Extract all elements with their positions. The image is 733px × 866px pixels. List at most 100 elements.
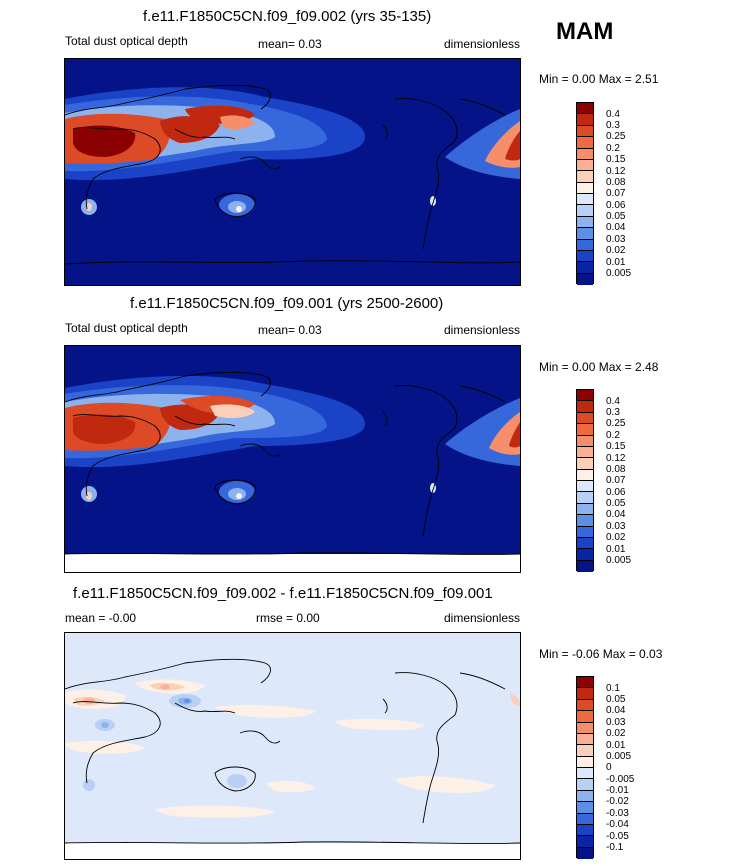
colorbar-swatch <box>577 847 593 859</box>
colorbar-tick-label: 0.2 <box>606 142 620 154</box>
colorbar-swatch <box>577 159 593 172</box>
colorbar-tick-label: 0.07 <box>606 475 626 487</box>
colorbar-tick-label: 0.06 <box>606 486 626 498</box>
colorbar-swatch <box>577 560 593 572</box>
colorbar-tick-label: -0.02 <box>606 796 629 808</box>
panel-2-source-sahara-core <box>73 414 136 444</box>
colorbar-tick-label: 0.02 <box>606 532 626 544</box>
colorbar-tick-label: 0.25 <box>606 131 626 143</box>
colorbar-swatch <box>577 688 593 700</box>
colorbar-tick-label: 0.4 <box>606 395 620 407</box>
colorbar-tick-label: 0.05 <box>606 211 626 223</box>
colorbar-tick-label: 0.2 <box>606 429 620 441</box>
colorbar-tick-label: 0.07 <box>606 188 626 200</box>
colorbar-swatch <box>577 182 593 194</box>
colorbar-tick-label: 0.06 <box>606 199 626 211</box>
colorbar-tick-label: 0.04 <box>606 222 626 234</box>
panel-3-map-svg <box>65 633 520 859</box>
colorbar-tick-label: 0.12 <box>606 452 626 464</box>
panel-2-mean-label: mean= 0.03 <box>258 323 322 337</box>
colorbar-swatch <box>577 125 593 138</box>
panel-1-map <box>64 58 521 286</box>
colorbar-swatch <box>577 469 593 481</box>
colorbar-tick-label: 0.03 <box>606 233 626 245</box>
panel-3-missing-antarctica <box>65 843 520 859</box>
colorbar-tick-label: 0.15 <box>606 154 626 166</box>
colorbar-swatch <box>577 549 593 561</box>
colorbar-swatch <box>577 503 593 516</box>
panel-2-source-gobi <box>210 404 255 419</box>
colorbar-swatch <box>577 756 593 768</box>
colorbar-swatch <box>577 137 593 149</box>
colorbar-swatch <box>577 677 593 689</box>
colorbar-tick-label: 0.05 <box>606 694 626 706</box>
colorbar-swatch <box>577 171 593 183</box>
colorbar-tick-label: 0.005 <box>606 750 632 762</box>
colorbar-swatch <box>577 722 593 734</box>
panel-3-units-label: dimensionless <box>444 611 521 625</box>
panel-3-map <box>64 632 521 860</box>
colorbar-swatch <box>577 515 593 527</box>
panel-2-minmax: Min = 0.00 Max = 2.48 <box>539 360 659 374</box>
colorbar-tick-label: -0.01 <box>606 785 629 797</box>
colorbar-tick-label: 0.12 <box>606 165 626 177</box>
colorbar-swatch <box>577 446 593 459</box>
colorbar-tick-label: 0.02 <box>606 245 626 257</box>
colorbar-swatch <box>577 492 593 504</box>
colorbar-swatch <box>577 412 593 425</box>
colorbar-tick-label: 0.3 <box>606 120 620 132</box>
panel-1-title: f.e11.F1850C5CN.f09_f09.002 (yrs 35-135) <box>143 8 432 25</box>
colorbar-swatch <box>577 216 593 229</box>
colorbar-swatch <box>577 790 593 803</box>
panel-1-source-sahara-core <box>73 125 136 157</box>
colorbar-swatch <box>577 537 593 550</box>
colorbar-swatch <box>577 526 593 538</box>
panel-1-variable-label: Total dust optical depth <box>65 34 188 48</box>
colorbar-swatch <box>577 745 593 757</box>
colorbar-swatch <box>577 262 593 274</box>
colorbar-tick-label: 0.15 <box>606 441 626 453</box>
colorbar-tick-label: 0 <box>606 762 612 774</box>
colorbar-swatch <box>577 390 593 402</box>
panel-3-minmax: Min = -0.06 Max = 0.03 <box>539 647 663 661</box>
colorbar-swatch <box>577 481 593 493</box>
colorbar-swatch <box>577 699 593 712</box>
colorbar-tick-label: 0.05 <box>606 498 626 510</box>
colorbar-swatch <box>577 194 593 206</box>
panel-2-map <box>64 345 521 573</box>
panel-2-coastlines <box>65 371 520 556</box>
colorbar-swatch <box>577 802 593 814</box>
colorbar-tick-label: 0.005 <box>606 554 632 566</box>
colorbar-tick-label: -0.1 <box>606 841 624 853</box>
colorbar-tick-label: 0.01 <box>606 543 626 555</box>
colorbar-swatch <box>577 813 593 825</box>
colorbar-tick-label: 0.08 <box>606 176 626 188</box>
colorbar-tick-label: -0.04 <box>606 819 629 831</box>
panel-1-coastlines <box>65 84 520 265</box>
colorbar-tick-label: 0.3 <box>606 407 620 419</box>
colorbar-swatch <box>577 228 593 240</box>
colorbar-swatch <box>577 148 593 160</box>
colorbar-swatch <box>577 250 593 263</box>
panel-1-source-gobi <box>220 115 255 130</box>
panel-1-units-label: dimensionless <box>444 37 521 51</box>
colorbar-swatch <box>577 205 593 217</box>
colorbar-tick-label: 0.04 <box>606 509 626 521</box>
colorbar-tick-label: -0.05 <box>606 830 629 842</box>
panel-1-map-svg <box>65 59 520 285</box>
colorbar-tick-label: -0.005 <box>606 773 635 785</box>
colorbar-swatch <box>577 836 593 848</box>
panel-1-minmax: Min = 0.00 Max = 2.51 <box>539 72 659 86</box>
panel-1-source-america-core <box>505 131 520 161</box>
colorbar-swatch <box>577 401 593 413</box>
panel-3-colorbar <box>576 676 594 859</box>
colorbar-tick-label: 0.03 <box>606 716 626 728</box>
colorbar-tick-label: 0.25 <box>606 418 626 430</box>
panel-2-variable-label: Total dust optical depth <box>65 321 188 335</box>
colorbar-swatch <box>577 733 593 746</box>
panel-1-colorbar <box>576 102 594 285</box>
colorbar-tick-label: 0.08 <box>606 463 626 475</box>
colorbar-tick-label: 0.04 <box>606 705 626 717</box>
colorbar-swatch <box>577 424 593 436</box>
colorbar-tick-label: 0.4 <box>606 108 620 120</box>
